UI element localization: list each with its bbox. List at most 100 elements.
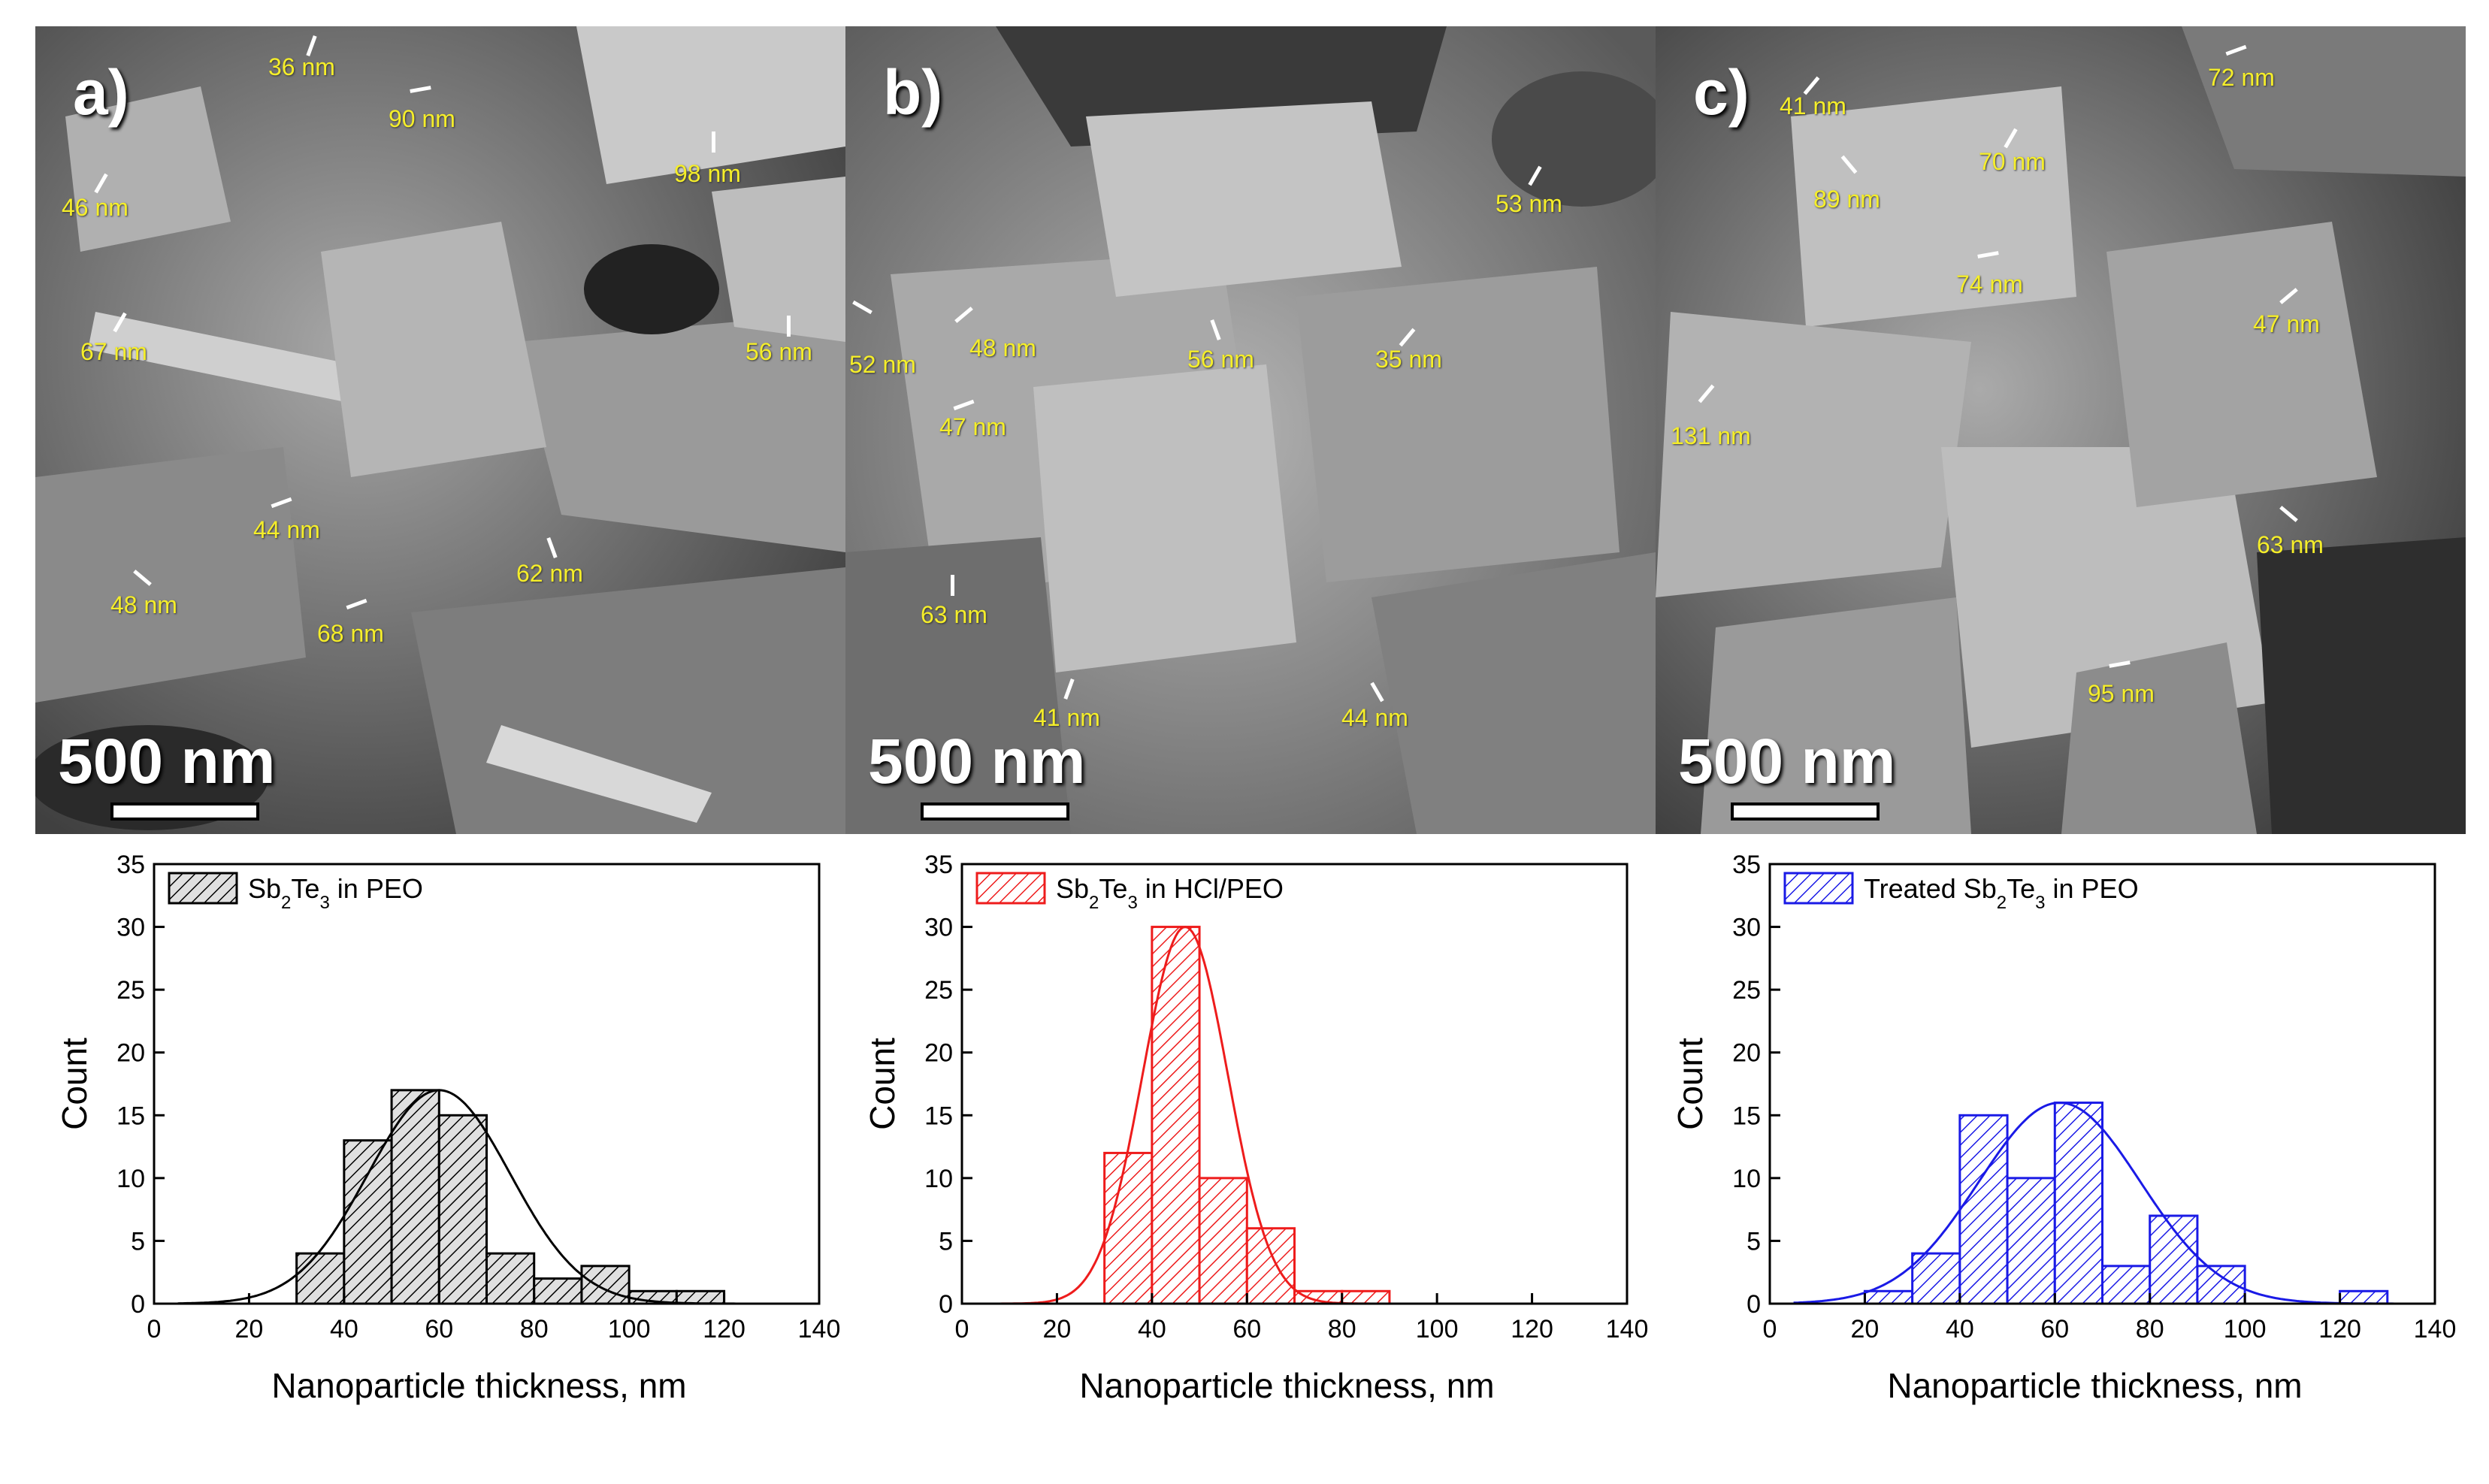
sem-texture: [35, 26, 845, 834]
legend-swatch: [168, 872, 238, 905]
histogram-bar: [295, 1252, 346, 1305]
x-tick-label: 100: [608, 1315, 651, 1343]
y-tick-label: 35: [924, 851, 953, 879]
scalebar-label: 500 nm: [868, 726, 1086, 796]
thickness-label: 70 nm: [1979, 148, 2046, 175]
y-tick-label: 25: [1732, 976, 1761, 1005]
x-axis-title: Nanoparticle thickness, nm: [1079, 1366, 1494, 1405]
thickness-label: 89 nm: [1813, 186, 1880, 213]
x-tick-label: 80: [2136, 1315, 2164, 1343]
histogram-chart-a: 0 20 40 60 80 100 120 140 0 5 10 15 20 25 30 35 Nanopart…: [30, 834, 849, 1480]
scalebar: [921, 802, 1069, 821]
histogram-chart-c: 0 20 40 60 80 100 120 140 0 5 10 15 20 25 30 35 Nanopart…: [1646, 834, 2465, 1480]
x-tick-label: 120: [1511, 1315, 1553, 1343]
histogram-bar: [1341, 1289, 1391, 1305]
gaussian-fit-curve: [1793, 1102, 2412, 1305]
legend-swatch: [1783, 872, 1854, 905]
y-axis-title: Count: [55, 1038, 94, 1130]
thickness-label: 95 nm: [2088, 680, 2155, 707]
x-tick-label: 60: [1232, 1315, 1261, 1343]
y-tick-label: 35: [1732, 851, 1761, 879]
thickness-label: 41 nm: [1033, 704, 1100, 731]
thickness-label: 63 nm: [921, 601, 987, 628]
thickness-label: 44 nm: [253, 516, 320, 543]
x-tick-label: 0: [955, 1315, 969, 1343]
legend-swatch: [975, 872, 1046, 905]
histogram-bar: [485, 1252, 536, 1305]
x-tick-label: 60: [2040, 1315, 2069, 1343]
histogram-svg: 0 20 40 60 80 100 120 140 0 5 10 15 20 25 30 35 Nanopart…: [1671, 851, 2457, 1405]
plot-frame: [1768, 863, 2436, 1305]
histogram-bar: [533, 1277, 583, 1305]
y-tick-label: 5: [131, 1227, 145, 1256]
thickness-label: 67 nm: [80, 338, 147, 365]
thickness-label: 35 nm: [1375, 346, 1442, 373]
x-axis-title: Nanoparticle thickness, nm: [1887, 1366, 2302, 1405]
thickness-label: 41 nm: [1780, 92, 1846, 119]
measurement-mark: [951, 575, 954, 596]
thickness-label: 48 nm: [110, 591, 177, 618]
x-tick-label: 80: [520, 1315, 549, 1343]
thickness-label: 62 nm: [516, 560, 583, 587]
thickness-label: 46 nm: [62, 194, 129, 221]
x-tick-label: 120: [703, 1315, 745, 1343]
thickness-label: 74 nm: [1956, 271, 2023, 298]
y-tick-label: 20: [116, 1039, 145, 1068]
y-tick-label: 10: [116, 1165, 145, 1193]
x-tick-label: 120: [2318, 1315, 2361, 1343]
y-tick-label: 30: [116, 914, 145, 942]
thickness-label: 90 nm: [389, 105, 455, 132]
x-tick-label: 140: [2414, 1315, 2457, 1343]
x-tick-label: 40: [1138, 1315, 1166, 1343]
sem-texture: [845, 26, 1656, 834]
histogram-bar: [437, 1114, 488, 1305]
thickness-label: 48 nm: [969, 334, 1036, 361]
histogram-bar: [1103, 1151, 1154, 1305]
histogram-bar: [1245, 1227, 1296, 1305]
y-tick-label: 25: [924, 976, 953, 1005]
histogram-bar: [2339, 1289, 2389, 1305]
legend-label: Treated Sb2Te3 in PEO: [1864, 873, 2139, 913]
histogram-svg: 0 20 40 60 80 100 120 140 0 5 10 15 20 25 30 35 Nanopart…: [863, 851, 1649, 1405]
thickness-label: 131 nm: [1671, 422, 1751, 449]
x-axis-title: Nanoparticle thickness, nm: [271, 1366, 686, 1405]
thickness-label: 56 nm: [1187, 346, 1254, 373]
measurement-mark: [712, 131, 715, 153]
sem-image-c: c) 72 nm 41 nm 70 nm 89 nm 74 nm 47 nm 1…: [1656, 26, 2466, 834]
histogram-bar: [2101, 1265, 2152, 1305]
scalebar: [110, 802, 259, 821]
histogram-bar: [2006, 1177, 2056, 1305]
y-tick-label: 20: [1732, 1039, 1761, 1068]
y-tick-label: 0: [939, 1290, 953, 1319]
plot-frame: [960, 863, 1629, 1305]
x-tick-label: 60: [425, 1315, 453, 1343]
panel-letter: a): [73, 57, 129, 128]
y-axis-title: Count: [1671, 1038, 1710, 1130]
histogram-svg: 0 20 40 60 80 100 120 140 0 5 10 15 20 25 30 35 Nanopart…: [55, 851, 840, 1405]
x-tick-label: 80: [1328, 1315, 1356, 1343]
histogram-chart-b: 0 20 40 60 80 100 120 140 0 5 10 15 20 25 30 35 Nanopart…: [838, 834, 1657, 1480]
y-tick-label: 30: [924, 914, 953, 942]
thickness-label: 53 nm: [1496, 190, 1562, 217]
histogram-bar: [1911, 1252, 1961, 1305]
scalebar-label: 500 nm: [1678, 726, 1896, 796]
scalebar: [1731, 802, 1880, 821]
y-tick-label: 10: [924, 1165, 953, 1193]
x-tick-label: 40: [1946, 1315, 1974, 1343]
x-tick-label: 100: [2224, 1315, 2267, 1343]
sem-image-a: a) 36 nm 90 nm 98 nm 46 nm 67 nm 56 nm 4…: [35, 26, 845, 834]
thickness-label: 98 nm: [674, 160, 741, 187]
thickness-label: 47 nm: [2253, 310, 2320, 337]
thickness-label: 47 nm: [939, 413, 1006, 440]
x-tick-label: 140: [1606, 1315, 1649, 1343]
y-tick-label: 10: [1732, 1165, 1761, 1193]
y-tick-label: 0: [1747, 1290, 1761, 1319]
plot-frame: [153, 863, 821, 1305]
x-tick-label: 20: [1851, 1315, 1880, 1343]
histogram-bar: [343, 1139, 393, 1305]
x-tick-label: 0: [1763, 1315, 1777, 1343]
sem-image-b: b) 53 nm 52 nm 48 nm 56 nm 35 nm 47 nm 6…: [845, 26, 1656, 834]
panel-letter: c): [1693, 57, 1750, 128]
thickness-label: 68 nm: [317, 620, 384, 647]
histogram-bar: [2053, 1102, 2103, 1305]
